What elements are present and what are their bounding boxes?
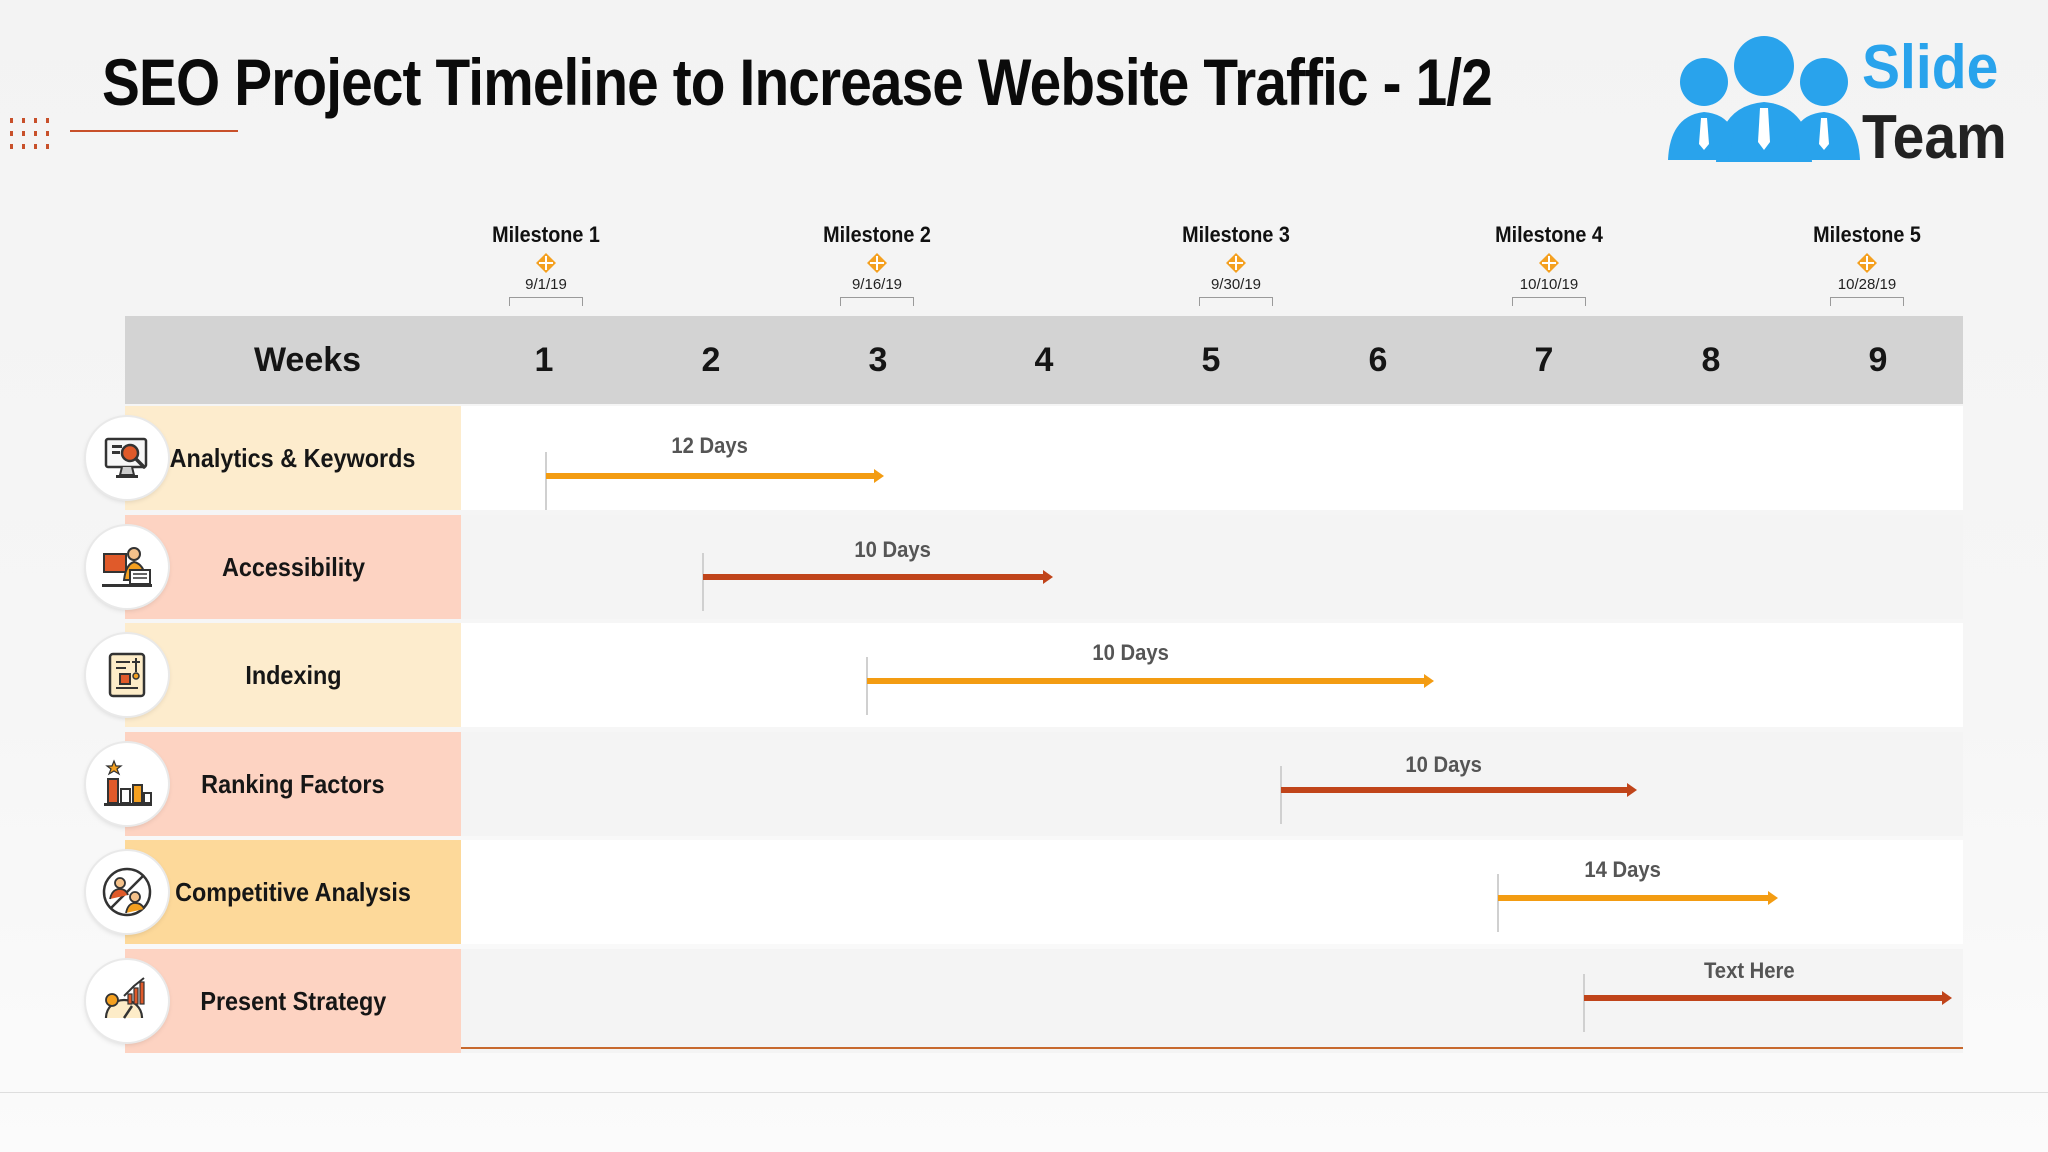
competitive-analysis-icon bbox=[86, 851, 168, 933]
milestone-label: Milestone 4 bbox=[1495, 222, 1603, 247]
week-number: 7 bbox=[1534, 341, 1554, 379]
milestone-2: Milestone 2 9/16/19 bbox=[777, 222, 977, 306]
people-group-icon bbox=[1668, 36, 1860, 162]
bar-duration-label: 10 Days bbox=[1405, 752, 1482, 777]
milestone-bracket bbox=[1830, 297, 1904, 306]
milestone-date: 10/28/19 bbox=[1837, 276, 1897, 293]
title-underline bbox=[70, 130, 238, 132]
diamond-target-icon bbox=[1226, 253, 1246, 273]
milestone-bracket bbox=[509, 297, 583, 306]
task-name: Ranking Factors bbox=[201, 768, 385, 799]
milestone-5: Milestone 5 10/28/19 bbox=[1767, 222, 1967, 306]
indexing-blueprint-icon bbox=[86, 634, 168, 716]
week-number: 6 bbox=[1368, 341, 1388, 379]
logo-text-team: Team bbox=[1862, 103, 2007, 172]
weeks-header-band bbox=[125, 316, 1963, 404]
task-name: Competitive Analysis bbox=[175, 876, 411, 907]
row-track bbox=[461, 515, 1963, 619]
milestone-bracket bbox=[840, 297, 914, 306]
timeline-bottom-line bbox=[461, 1047, 1963, 1049]
week-number: 5 bbox=[1201, 341, 1221, 379]
logo-text-slide: Slide bbox=[1862, 33, 1999, 102]
row-track bbox=[461, 949, 1963, 1053]
task-label-ranking-factors: Ranking Factors bbox=[125, 732, 461, 836]
task-name: Present Strategy bbox=[200, 985, 386, 1016]
task-label-competitive-analysis: Competitive Analysis bbox=[125, 840, 461, 944]
diamond-target-icon bbox=[1539, 253, 1559, 273]
milestone-4: Milestone 4 10/10/19 bbox=[1449, 222, 1649, 306]
diamond-target-icon bbox=[536, 253, 556, 273]
slideteam-logo: Slide Team bbox=[1664, 30, 2024, 172]
bar-duration-label: Text Here bbox=[1703, 958, 1795, 983]
task-name: Analytics & Keywords bbox=[170, 442, 416, 473]
milestone-bracket bbox=[1199, 297, 1273, 306]
milestone-label: Milestone 3 bbox=[1182, 222, 1290, 247]
milestone-label: Milestone 2 bbox=[823, 222, 931, 247]
milestone-label: Milestone 5 bbox=[1813, 222, 1921, 247]
decorative-dots bbox=[10, 118, 49, 149]
strategy-growth-icon bbox=[86, 960, 168, 1042]
accessibility-user-icon bbox=[86, 526, 168, 608]
diamond-target-icon bbox=[1857, 253, 1877, 273]
row-track bbox=[461, 732, 1963, 836]
milestone-date: 10/10/19 bbox=[1519, 276, 1579, 293]
milestone-bracket bbox=[1512, 297, 1586, 306]
task-name: Accessibility bbox=[221, 551, 365, 582]
task-name: Indexing bbox=[244, 659, 342, 690]
milestone-date: 9/1/19 bbox=[525, 276, 567, 293]
task-label-indexing: Indexing bbox=[125, 623, 461, 727]
diamond-target-icon bbox=[867, 253, 887, 273]
milestone-3: Milestone 3 9/30/19 bbox=[1136, 222, 1336, 306]
row-track bbox=[461, 406, 1963, 510]
week-number: 9 bbox=[1868, 341, 1888, 379]
task-label-accessibility: Accessibility bbox=[125, 515, 461, 619]
weeks-header-label: Weeks bbox=[253, 341, 362, 379]
ranking-chart-icon bbox=[86, 743, 168, 825]
page-title: SEO Project Timeline to Increase Website… bbox=[102, 45, 1493, 119]
milestone-date: 9/30/19 bbox=[1210, 276, 1262, 293]
week-number: 1 bbox=[534, 341, 554, 379]
milestone-date: 9/16/19 bbox=[851, 276, 903, 293]
milestone-label: Milestone 1 bbox=[492, 222, 600, 247]
analytics-monitor-icon bbox=[86, 417, 168, 499]
bar-duration-label: 12 Days bbox=[671, 433, 748, 458]
bar-duration-label: 14 Days bbox=[1584, 857, 1661, 882]
week-number: 2 bbox=[701, 341, 721, 379]
footer-divider bbox=[0, 1092, 2048, 1093]
week-number: 4 bbox=[1034, 341, 1054, 379]
task-label-analytics-keywords: Analytics & Keywords bbox=[125, 406, 461, 510]
task-label-present-strategy: Present Strategy bbox=[125, 949, 461, 1053]
row-track bbox=[461, 623, 1963, 727]
row-track bbox=[461, 840, 1963, 944]
bar-duration-label: 10 Days bbox=[1092, 640, 1169, 665]
week-number: 8 bbox=[1701, 341, 1721, 379]
bar-duration-label: 10 Days bbox=[854, 537, 931, 562]
milestone-1: Milestone 1 9/1/19 bbox=[446, 222, 646, 306]
week-number: 3 bbox=[868, 341, 888, 379]
